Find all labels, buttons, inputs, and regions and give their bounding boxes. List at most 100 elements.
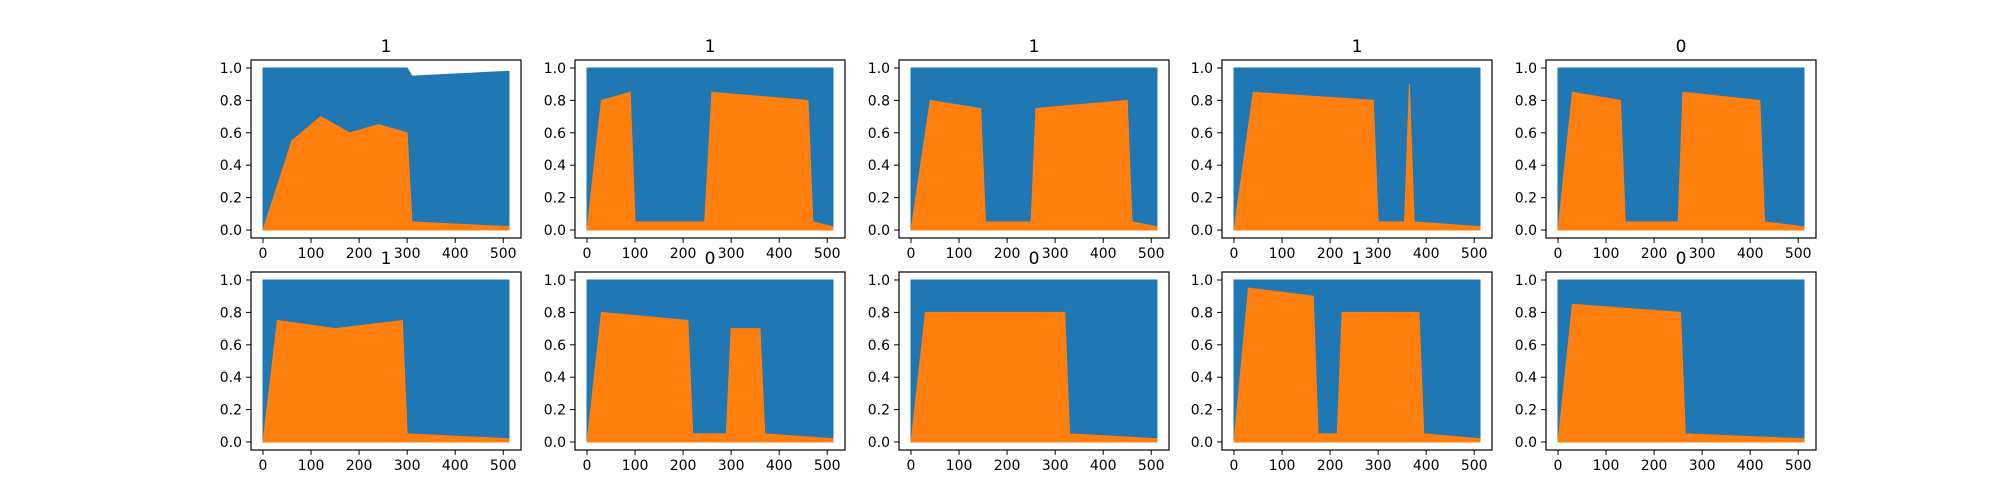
x-tick-label: 400 bbox=[1413, 458, 1440, 474]
series-orange-area bbox=[1233, 84, 1481, 231]
plot-area bbox=[1233, 67, 1481, 231]
y-tick-label: 1.0 bbox=[1191, 273, 1213, 289]
series-orange-area bbox=[1233, 287, 1481, 443]
plot-area bbox=[262, 279, 510, 443]
x-tick-label: 200 bbox=[994, 246, 1021, 262]
x-tick-label: 500 bbox=[814, 458, 841, 474]
y-tick-label: 0.4 bbox=[868, 370, 890, 386]
y-tick-label: 1.0 bbox=[1191, 61, 1213, 77]
x-tick-label: 500 bbox=[1138, 458, 1165, 474]
x-tick-label: 200 bbox=[1317, 246, 1344, 262]
subplot-6: 0 100 200 300 400 500 0.0 0.2 0.4 0.6 0.8 1.0 1 bbox=[220, 249, 522, 474]
x-tick-label: 500 bbox=[814, 246, 841, 262]
y-tick-label: 0.6 bbox=[1515, 338, 1537, 354]
y-tick-label: 0.8 bbox=[1191, 93, 1213, 109]
y-tick-label: 0.6 bbox=[220, 338, 242, 354]
x-tick-label: 400 bbox=[1090, 458, 1117, 474]
x-tick-label: 0 bbox=[1554, 458, 1563, 474]
plot-area bbox=[1233, 279, 1481, 443]
x-tick-label: 400 bbox=[442, 458, 469, 474]
series-orange-area bbox=[586, 311, 834, 443]
x-tick-label: 200 bbox=[1317, 458, 1344, 474]
x-tick-label: 200 bbox=[670, 246, 697, 262]
x-tick-label: 100 bbox=[622, 458, 649, 474]
subplot-2: 0 100 200 300 400 500 0.0 0.2 0.4 0.6 0.8 1.0 1 bbox=[544, 37, 846, 262]
x-tick-label: 500 bbox=[1461, 458, 1488, 474]
subplot-title: 0 bbox=[1676, 249, 1687, 269]
x-tick-label: 500 bbox=[1785, 246, 1812, 262]
axes-frame bbox=[574, 59, 846, 239]
x-tick-label: 300 bbox=[1689, 458, 1716, 474]
x-tick-label: 0 bbox=[1230, 246, 1239, 262]
y-tick-label: 0.2 bbox=[544, 403, 566, 419]
y-tick-label: 0.8 bbox=[1515, 305, 1537, 321]
x-tick-label: 100 bbox=[1269, 458, 1296, 474]
x-tick-label: 0 bbox=[583, 246, 592, 262]
y-tick-label: 0.4 bbox=[220, 370, 242, 386]
subplot-title: 1 bbox=[1352, 249, 1363, 269]
y-tick-label: 0.4 bbox=[220, 158, 242, 174]
x-tick-label: 500 bbox=[1138, 246, 1165, 262]
subplot-7: 0 100 200 300 400 500 0.0 0.2 0.4 0.6 0.8 1.0 0 bbox=[544, 249, 846, 474]
y-tick-label: 0.0 bbox=[220, 223, 242, 239]
y-tick-label: 1.0 bbox=[544, 273, 566, 289]
axes-frame bbox=[1221, 271, 1493, 451]
x-tick-label: 100 bbox=[622, 246, 649, 262]
x-tick-label: 0 bbox=[259, 458, 268, 474]
x-tick-label: 100 bbox=[298, 246, 325, 262]
subplot-title: 0 bbox=[1676, 37, 1687, 57]
y-tick-label: 0.2 bbox=[544, 191, 566, 207]
x-tick-label: 200 bbox=[346, 458, 373, 474]
y-tick-label: 0.0 bbox=[1515, 435, 1537, 451]
subplot-title: 1 bbox=[381, 249, 392, 269]
y-tick-label: 0.2 bbox=[220, 191, 242, 207]
x-tick-label: 400 bbox=[766, 458, 793, 474]
plot-area bbox=[586, 67, 834, 231]
y-tick-label: 0.0 bbox=[868, 223, 890, 239]
x-tick-label: 300 bbox=[1365, 458, 1392, 474]
x-tick-label: 400 bbox=[1413, 246, 1440, 262]
x-tick-label: 400 bbox=[1090, 246, 1117, 262]
x-tick-label: 0 bbox=[259, 246, 268, 262]
x-tick-label: 0 bbox=[907, 458, 916, 474]
plot-area bbox=[910, 67, 1158, 231]
y-tick-label: 0.2 bbox=[1191, 403, 1213, 419]
series-orange-area bbox=[910, 99, 1158, 231]
y-tick-label: 1.0 bbox=[220, 61, 242, 77]
x-tick-label: 100 bbox=[1269, 246, 1296, 262]
x-tick-label: 200 bbox=[994, 458, 1021, 474]
x-tick-label: 300 bbox=[1689, 246, 1716, 262]
y-tick-label: 0.2 bbox=[1515, 403, 1537, 419]
subplot-title: 0 bbox=[705, 249, 716, 269]
y-tick-label: 0.2 bbox=[220, 403, 242, 419]
subplot-5: 0 100 200 300 400 500 0.0 0.2 0.4 0.6 0.8 1.0 0 bbox=[1515, 37, 1817, 262]
subplot-title: 1 bbox=[381, 37, 392, 57]
x-tick-label: 200 bbox=[346, 246, 373, 262]
y-tick-label: 0.4 bbox=[1191, 370, 1213, 386]
subplot-9: 0 100 200 300 400 500 0.0 0.2 0.4 0.6 0.8 1.0 1 bbox=[1191, 249, 1493, 474]
x-tick-label: 300 bbox=[1042, 458, 1069, 474]
x-tick-label: 500 bbox=[1785, 458, 1812, 474]
y-tick-label: 0.0 bbox=[544, 435, 566, 451]
plot-area bbox=[1557, 279, 1805, 443]
y-tick-label: 0.8 bbox=[220, 93, 242, 109]
y-tick-label: 0.2 bbox=[1515, 191, 1537, 207]
x-tick-label: 100 bbox=[1593, 458, 1620, 474]
y-tick-label: 0.0 bbox=[1191, 435, 1213, 451]
y-tick-label: 0.2 bbox=[1191, 191, 1213, 207]
x-tick-label: 300 bbox=[394, 246, 421, 262]
plot-area bbox=[910, 279, 1158, 443]
y-tick-label: 0.0 bbox=[220, 435, 242, 451]
y-tick-label: 0.0 bbox=[544, 223, 566, 239]
y-tick-label: 0.4 bbox=[544, 158, 566, 174]
subplot-4: 0 100 200 300 400 500 0.0 0.2 0.4 0.6 0.8 1.0 1 bbox=[1191, 37, 1493, 262]
y-tick-label: 1.0 bbox=[544, 61, 566, 77]
y-tick-label: 1.0 bbox=[1515, 273, 1537, 289]
x-tick-label: 300 bbox=[718, 458, 745, 474]
x-tick-label: 300 bbox=[1365, 246, 1392, 262]
y-tick-label: 0.8 bbox=[868, 93, 890, 109]
subplot-title: 1 bbox=[1352, 37, 1363, 57]
y-tick-label: 0.6 bbox=[544, 126, 566, 142]
series-orange-area bbox=[1557, 91, 1805, 231]
